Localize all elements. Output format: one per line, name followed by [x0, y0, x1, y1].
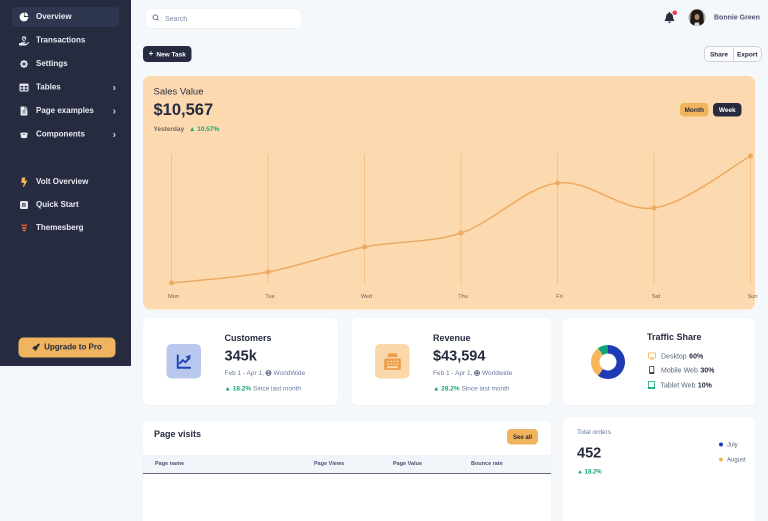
svg-text:Sat: Sat — [652, 294, 661, 300]
svg-text:Sun: Sun — [748, 294, 758, 300]
svg-text:Fri: Fri — [556, 294, 562, 300]
svg-text:Tue: Tue — [265, 294, 274, 300]
svg-text:B: B — [22, 203, 26, 209]
svg-text:Mon: Mon — [168, 294, 179, 300]
svg-text:Wed: Wed — [361, 294, 372, 300]
svg-text:Thu: Thu — [458, 294, 467, 300]
